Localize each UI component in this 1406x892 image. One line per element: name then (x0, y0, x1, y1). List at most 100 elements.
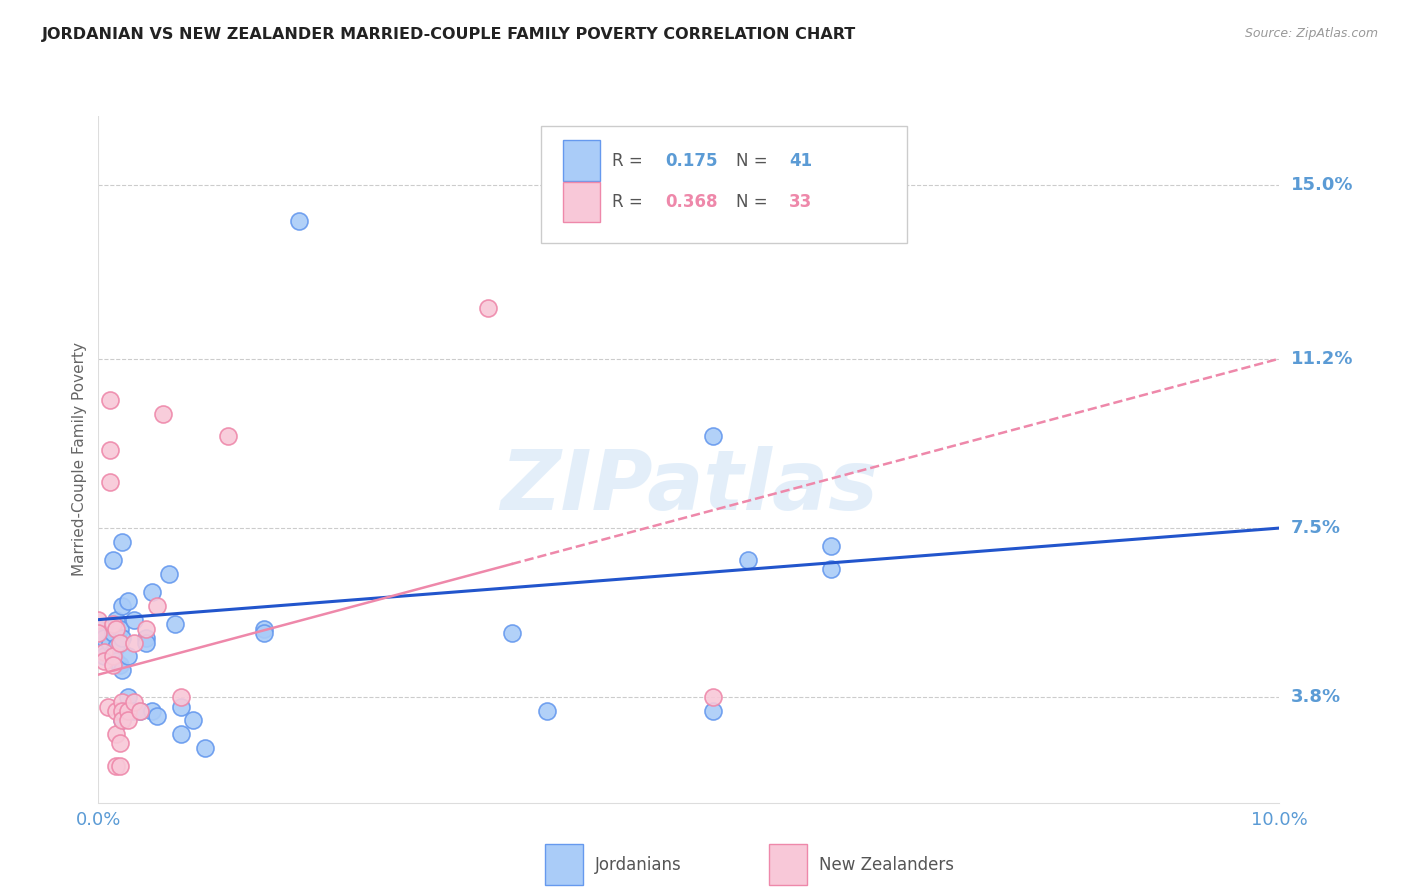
Point (111, 695, 134, 709)
Point (101, 658, 124, 673)
FancyBboxPatch shape (562, 182, 600, 222)
Point (135, 622, 157, 636)
Text: N =: N = (737, 152, 773, 169)
Point (98, 392, 121, 407)
Point (101, 617, 124, 632)
Text: 3.8%: 3.8% (1291, 689, 1341, 706)
Text: N =: N = (737, 193, 773, 211)
Point (93, 645, 115, 659)
Point (702, 690, 724, 705)
Point (101, 553, 124, 567)
Point (135, 635, 157, 649)
Text: R =: R = (612, 152, 648, 169)
Text: 7.5%: 7.5% (1291, 519, 1340, 537)
Point (253, 626, 276, 640)
Point (97, 699, 120, 714)
Point (117, 690, 139, 705)
Point (98, 635, 121, 649)
Point (170, 699, 193, 714)
Point (170, 727, 193, 741)
Text: 0.175: 0.175 (665, 152, 718, 169)
Point (117, 704, 139, 718)
FancyBboxPatch shape (541, 127, 907, 243)
Point (101, 649, 124, 664)
Point (288, 214, 311, 228)
Point (87, 626, 110, 640)
Point (141, 704, 163, 718)
Point (128, 704, 150, 718)
Point (217, 429, 239, 443)
Point (87, 613, 110, 627)
Point (117, 594, 139, 608)
Text: ZIPatlas: ZIPatlas (501, 446, 877, 527)
Point (98, 475, 121, 490)
Point (111, 534, 134, 549)
Point (170, 690, 193, 705)
Point (105, 613, 128, 627)
Text: 33: 33 (789, 193, 813, 211)
Point (146, 599, 169, 613)
Point (111, 631, 134, 645)
Point (111, 714, 134, 728)
Point (93, 649, 115, 664)
Point (108, 622, 131, 636)
Point (111, 704, 134, 718)
Point (152, 407, 174, 421)
FancyBboxPatch shape (769, 845, 807, 885)
FancyBboxPatch shape (546, 845, 582, 885)
Point (111, 663, 134, 677)
Point (157, 566, 180, 581)
Point (117, 649, 139, 664)
Point (1056, 819, 1078, 833)
Point (117, 714, 139, 728)
Point (122, 613, 145, 627)
Point (820, 540, 842, 554)
Y-axis label: Married-Couple Family Poverty: Married-Couple Family Poverty (72, 343, 87, 576)
Point (477, 301, 499, 316)
Point (702, 429, 724, 443)
Point (108, 658, 131, 673)
Point (111, 714, 134, 728)
Point (135, 631, 157, 645)
Point (105, 759, 128, 773)
Point (141, 585, 163, 599)
Text: 0.368: 0.368 (665, 193, 718, 211)
Point (122, 704, 145, 718)
Text: 41: 41 (789, 152, 813, 169)
Point (253, 622, 276, 636)
Point (702, 704, 724, 718)
Point (737, 553, 759, 567)
Point (105, 622, 128, 636)
Point (181, 714, 204, 728)
Point (146, 708, 169, 723)
Point (101, 645, 124, 659)
Point (105, 654, 128, 668)
Point (105, 727, 128, 741)
Text: R =: R = (612, 193, 648, 211)
Text: 15.0%: 15.0% (1291, 176, 1353, 194)
Point (101, 626, 124, 640)
Point (122, 635, 145, 649)
Point (93, 654, 115, 668)
Point (105, 704, 128, 718)
Point (108, 635, 131, 649)
Point (111, 599, 134, 613)
FancyBboxPatch shape (562, 140, 600, 181)
Text: Jordanians: Jordanians (595, 855, 681, 873)
Point (820, 562, 842, 576)
Point (194, 740, 217, 755)
Point (501, 626, 523, 640)
Text: New Zealanders: New Zealanders (818, 855, 953, 873)
Point (128, 704, 150, 718)
Point (87, 622, 110, 636)
Point (122, 695, 145, 709)
Point (105, 640, 128, 654)
Text: Source: ZipAtlas.com: Source: ZipAtlas.com (1244, 27, 1378, 40)
Point (108, 759, 131, 773)
Text: 11.2%: 11.2% (1291, 350, 1353, 368)
Point (536, 704, 558, 718)
Point (165, 617, 187, 632)
Point (108, 736, 131, 750)
Point (98, 443, 121, 458)
Text: JORDANIAN VS NEW ZEALANDER MARRIED-COUPLE FAMILY POVERTY CORRELATION CHART: JORDANIAN VS NEW ZEALANDER MARRIED-COUPL… (42, 27, 856, 42)
